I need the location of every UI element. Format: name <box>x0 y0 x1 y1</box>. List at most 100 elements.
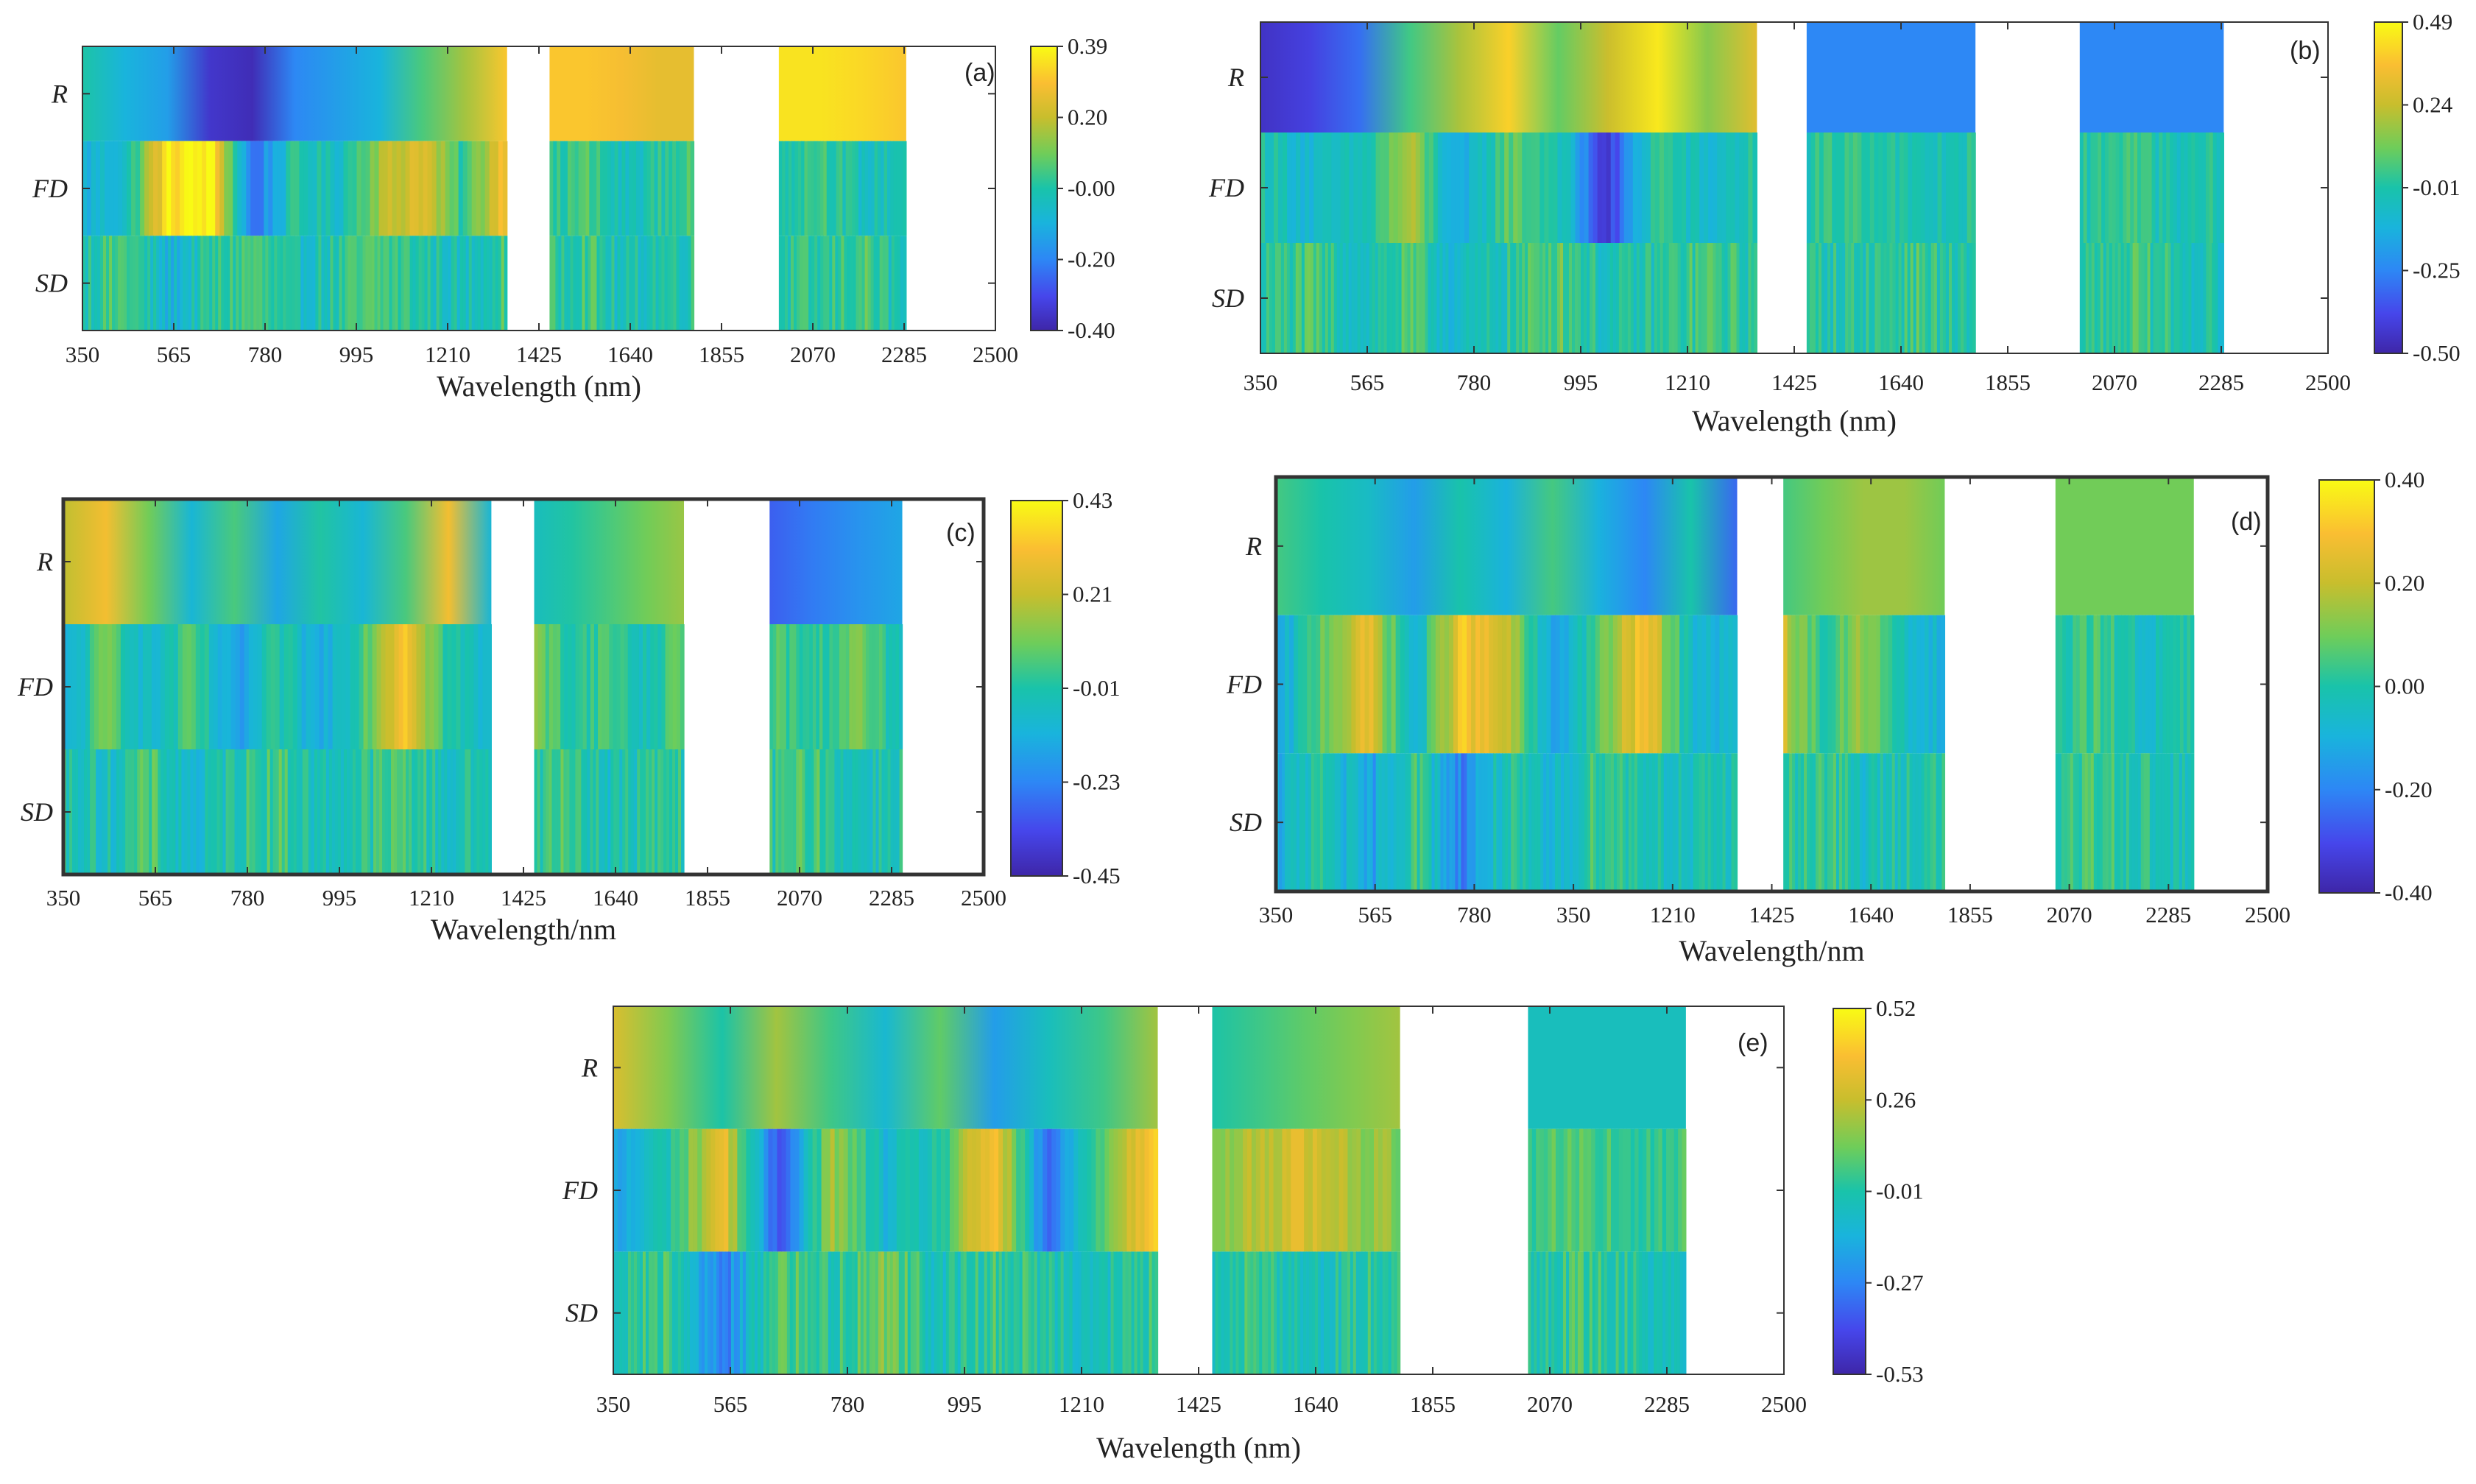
heatmap-stripe <box>1414 753 1418 891</box>
heatmap-stripe <box>406 236 411 331</box>
heatmap-stripe <box>222 624 228 749</box>
heatmap-stripe <box>1874 243 1879 353</box>
heatmap-stripe <box>383 141 389 236</box>
heatmap-stripe <box>1660 1251 1663 1374</box>
heatmap-stripe <box>1302 615 1308 754</box>
heatmap-stripe <box>1461 753 1464 891</box>
heatmap-stripe <box>1568 615 1574 754</box>
heatmap-stripe <box>1238 1251 1242 1374</box>
heatmap-stripe <box>143 749 147 875</box>
heatmap-stripe <box>829 624 833 749</box>
heatmap-stripe <box>1892 615 1897 754</box>
heatmap-stripe <box>1583 1251 1587 1374</box>
heatmap-stripe <box>603 141 608 236</box>
x-tick-label: 2070 <box>1527 1391 1573 1417</box>
heatmap-stripe <box>967 1128 973 1252</box>
heatmap-stripe <box>549 624 554 749</box>
heatmap-stripe <box>2166 615 2170 754</box>
heatmap-stripe <box>195 624 201 749</box>
heatmap-stripe <box>1511 753 1514 891</box>
heatmap-stripe <box>434 624 440 749</box>
heatmap-stripe <box>1358 132 1364 243</box>
heatmap-stripe <box>1330 243 1335 353</box>
heatmap-stripe <box>1570 753 1573 891</box>
heatmap-stripe <box>1628 132 1634 243</box>
x-axis-title: Wavelength (nm) <box>1692 404 1897 437</box>
heatmap-stripe <box>643 624 647 749</box>
heatmap-stripe <box>2115 132 2120 243</box>
heatmap-stripe <box>1852 132 1858 243</box>
heatmap-stripe <box>2169 615 2174 754</box>
heatmap-stripe <box>1563 1251 1567 1374</box>
heatmap-stripe <box>1323 1251 1327 1374</box>
heatmap-stripe <box>1437 132 1443 243</box>
heatmap-stripe <box>1025 1251 1029 1374</box>
heatmap-stripe <box>109 141 114 236</box>
heatmap-stripe <box>1636 243 1640 353</box>
heatmap-stripe <box>1946 132 1951 243</box>
heatmap-stripe <box>1835 615 1841 754</box>
heatmap-stripe <box>910 1251 914 1374</box>
heatmap-stripe <box>1654 243 1658 353</box>
heatmap-stripe <box>328 749 333 875</box>
heatmap-stripe <box>680 1251 685 1374</box>
heatmap-stripe <box>460 624 466 749</box>
heatmap-stripe <box>1677 243 1682 353</box>
heatmap-stripe <box>1668 1251 1672 1374</box>
heatmap-stripe <box>359 236 364 331</box>
heatmap-cell-sd <box>1260 243 1758 353</box>
heatmap-stripe <box>1096 1128 1101 1252</box>
heatmap-stripe <box>1734 753 1738 891</box>
heatmap-stripe <box>1322 132 1327 243</box>
heatmap-stripe <box>1562 132 1567 243</box>
heatmap-stripe <box>374 236 378 331</box>
heatmap-stripe <box>585 141 590 236</box>
heatmap-stripe <box>1895 132 1900 243</box>
heatmap-stripe <box>2167 753 2171 891</box>
heatmap-stripe <box>1422 753 1427 891</box>
heatmap-stripe <box>951 1251 956 1374</box>
heatmap-stripe <box>1883 132 1888 243</box>
heatmap-stripe <box>778 236 783 331</box>
heatmap-stripe <box>1886 753 1890 891</box>
heatmap-stripe <box>1531 243 1534 353</box>
heatmap-stripe <box>865 624 870 749</box>
heatmap-stripe <box>669 624 674 749</box>
heatmap-stripe <box>1262 1251 1266 1374</box>
heatmap-stripe <box>1589 1251 1593 1374</box>
heatmap-stripe <box>1371 132 1377 243</box>
heatmap-stripe <box>1713 132 1718 243</box>
heatmap-stripe <box>1443 753 1447 891</box>
heatmap-stripe <box>155 749 158 875</box>
x-tick-label: 2285 <box>881 342 927 367</box>
heatmap-stripe <box>1910 243 1914 353</box>
heatmap-stripe <box>498 236 502 331</box>
heatmap-stripe <box>1626 615 1632 754</box>
heatmap-stripe <box>1648 615 1654 754</box>
heatmap-stripe <box>1743 132 1749 243</box>
heatmap-stripe <box>1566 132 1572 243</box>
heatmap-stripe <box>355 749 359 875</box>
heatmap-stripe <box>1475 615 1481 754</box>
heatmap-stripe <box>1294 1251 1298 1374</box>
heatmap-stripe <box>1627 243 1632 353</box>
heatmap-stripe <box>1428 132 1434 243</box>
heatmap-stripe <box>350 236 355 331</box>
heatmap-stripe <box>403 236 408 331</box>
heatmap-stripe <box>1446 132 1452 243</box>
heatmap-stripe <box>1288 1251 1292 1374</box>
heatmap-stripe <box>1378 615 1383 754</box>
heatmap-stripe <box>1425 753 1430 891</box>
heatmap-stripe <box>1523 753 1526 891</box>
colorbar-tick-label: 0.20 <box>2385 570 2424 596</box>
heatmap-stripe <box>1313 132 1319 243</box>
heatmap-stripe <box>1500 132 1505 243</box>
heatmap-stripe <box>122 141 127 236</box>
heatmap-stripe <box>140 141 145 236</box>
heatmap-stripe <box>262 236 266 331</box>
heatmap-stripe <box>2206 243 2210 353</box>
heatmap-stripe <box>187 749 191 875</box>
heatmap-stripe <box>1271 1251 1274 1374</box>
heatmap-stripe <box>331 749 336 875</box>
heatmap-stripe <box>789 624 794 749</box>
